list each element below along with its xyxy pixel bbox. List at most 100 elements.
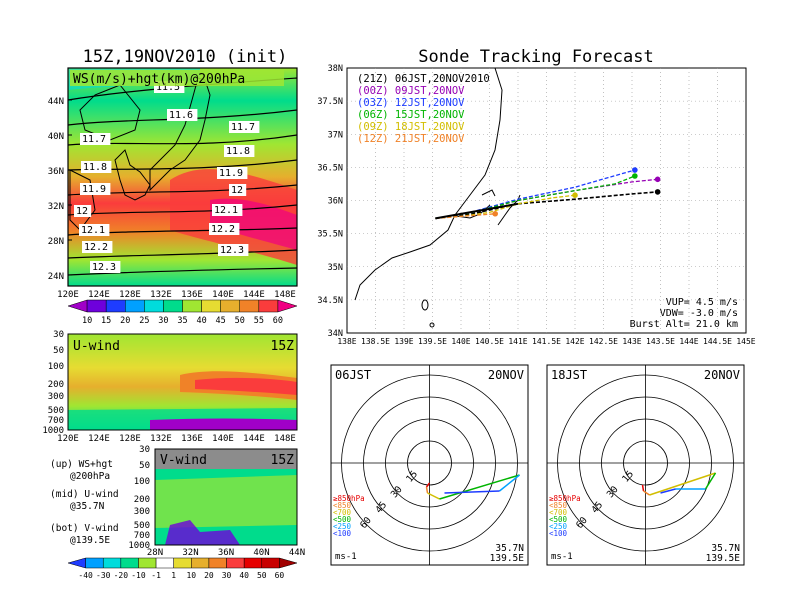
contour-label: 11.6 xyxy=(169,110,193,121)
lat-tick-label: 35.5N xyxy=(317,230,343,240)
lat-tick-label: 40N xyxy=(253,548,269,558)
colorbar-swatch xyxy=(243,557,263,569)
colorbar-label: 25 xyxy=(139,316,149,326)
run-label: (21Z) 06JST,20NOV2010 xyxy=(357,73,490,85)
colorbar-swatch xyxy=(277,299,298,313)
contour-label: 11.9 xyxy=(219,168,243,179)
track-line xyxy=(435,191,658,220)
v-top-missing xyxy=(155,449,297,469)
hodo-trace xyxy=(427,492,440,500)
contour-label: 11.9 xyxy=(82,184,106,195)
hodo-trace xyxy=(439,474,520,500)
colorbar-swatch xyxy=(220,299,240,313)
lon-tick-label: 142.5E xyxy=(589,337,618,346)
hodo-trace xyxy=(643,490,650,496)
contour-label: 11.8 xyxy=(226,146,250,157)
contour-label-bg xyxy=(81,161,112,173)
lat-tick-label: 32N xyxy=(182,548,198,558)
u-surface xyxy=(150,418,297,430)
lon-tick-label: 144E xyxy=(679,337,698,346)
lat-tick-label: 40N xyxy=(48,132,64,142)
lon-tick-label: 144E xyxy=(243,290,265,300)
colorbar-label: -1 xyxy=(151,571,161,580)
contour-label-bg xyxy=(82,241,113,253)
map-lat-ticks: 38N 37.5N 37N 36.5N 36N 35.5N 35N 34.5N 34N xyxy=(317,64,343,339)
map-coastline xyxy=(354,67,521,301)
contour-labels: 11.5 11.6 11.7 11.7 11.8 11.8 11.9 11.9 12 12 12.1… xyxy=(74,81,260,273)
colorbar-swatch xyxy=(226,557,245,569)
lat-tick-label: 36N xyxy=(48,167,64,177)
level-tick-label: 50 xyxy=(53,346,64,356)
colorbar-swatch xyxy=(239,299,260,313)
v-frame xyxy=(154,448,298,546)
colorbar-label: 30 xyxy=(222,571,232,580)
colorbar-swatch xyxy=(125,299,145,313)
colorbar-swatch xyxy=(138,557,157,569)
lon-tick-label: 144.5E xyxy=(703,337,732,346)
ws-frame xyxy=(67,67,298,287)
level-tick-label: 30 xyxy=(139,445,150,455)
colorbar-swatch xyxy=(173,557,192,569)
level-tick-label: 500 xyxy=(48,406,64,416)
level-tick-label: 100 xyxy=(48,362,64,372)
colorbar-label: 30 xyxy=(158,316,168,326)
level-legend: <250 xyxy=(333,522,352,531)
lat-tick-label: 44N xyxy=(48,97,64,107)
landing-point xyxy=(572,192,578,198)
lon-tick-label: 138E xyxy=(337,337,356,346)
level-tick-label: 30 xyxy=(53,330,64,340)
level-legend: <500 xyxy=(549,515,568,524)
level-legend: <850 xyxy=(333,501,352,510)
colorbar-label: -20 xyxy=(114,571,129,580)
lon-tick-label: 132E xyxy=(150,434,172,444)
colorbar-swatch xyxy=(102,557,122,569)
lon-tick-label: 138.5E xyxy=(361,337,390,346)
launch-segment xyxy=(435,202,519,220)
level-tick-label: 500 xyxy=(134,521,150,531)
colorbar-label: 10 xyxy=(82,316,92,326)
lon-tick-label: 132E xyxy=(150,290,172,300)
lat-tick-label: 24N xyxy=(48,272,64,282)
v-panel-label: V-wind xyxy=(160,453,207,468)
map-grid xyxy=(347,68,746,333)
level-legend: <250 xyxy=(549,522,568,531)
ws-lon-ticks: 120E 124E 128E 132E 136E 140E 144E 148E xyxy=(57,290,296,300)
ws-label-box xyxy=(70,70,284,86)
contour-label-bg xyxy=(80,133,111,145)
colorbar-label: 55 xyxy=(254,316,264,326)
v-negative xyxy=(165,520,240,545)
level-legend: ≥850hPa xyxy=(549,494,581,503)
contour-label: 11.5 xyxy=(156,82,180,93)
panel-notes: (up) WS+hgt@200hPa (mid) U-wind@35.7N (bot… xyxy=(50,459,119,546)
lon-tick-label: 124E xyxy=(88,290,110,300)
colorbar-label: 60 xyxy=(273,316,283,326)
hodo-unit: ms-1 xyxy=(335,552,357,562)
track-map: (21Z) 06JST,20NOV2010(00Z) 09JST,20NOV(0… xyxy=(317,64,755,346)
ws-panel-label: WS(m/s)+hgt(km)@200hPa xyxy=(73,72,245,87)
contour-label: 12 xyxy=(76,206,88,217)
note-line: @139.5E xyxy=(70,535,110,546)
lon-tick-label: 143.5E xyxy=(646,337,675,346)
lat-tick-label: 37.5N xyxy=(317,97,343,107)
lat-tick-label: 36N xyxy=(218,548,234,558)
colorbar-swatch xyxy=(86,299,107,313)
lon-tick-label: 136E xyxy=(181,290,203,300)
u-panel-label: U-wind xyxy=(73,339,120,354)
level-tick-label: 700 xyxy=(134,531,150,541)
hodo-trace xyxy=(425,486,429,494)
colorbar-label: 35 xyxy=(177,316,187,326)
contour-label-bg xyxy=(74,205,92,217)
hodo-trace xyxy=(649,472,716,496)
hodo-lat: 35.7N xyxy=(495,543,524,554)
landing-point xyxy=(492,210,499,217)
run-label: (12Z) 21JST,20NOV xyxy=(357,133,465,145)
level-tick-label: 50 xyxy=(139,461,150,471)
lat-tick-label: 37N xyxy=(328,130,343,140)
lon-tick-label: 148E xyxy=(274,434,296,444)
colorbar-label: 60 xyxy=(275,571,285,580)
island-outline xyxy=(429,322,435,328)
colorbar-swatch xyxy=(279,557,298,569)
v-colorbar: -40 -30 -20 -10 -1 1 10 20 30 40 50 60 xyxy=(67,557,298,580)
island-outline xyxy=(421,299,429,311)
